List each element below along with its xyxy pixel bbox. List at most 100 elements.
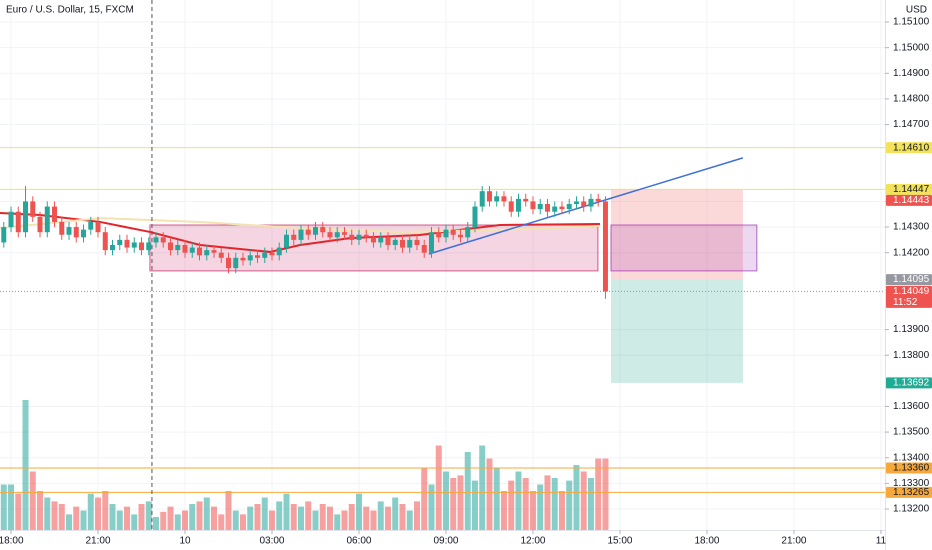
x-tick-label: 21:00 xyxy=(85,536,110,547)
candle-body xyxy=(588,198,594,207)
candle-body xyxy=(305,229,311,235)
volume-bar xyxy=(182,510,189,530)
candle-body xyxy=(73,227,79,238)
candle-body xyxy=(153,237,159,243)
volume-bar xyxy=(80,510,87,530)
volume-bar xyxy=(283,493,290,530)
candle-body xyxy=(486,191,492,202)
volume-bar xyxy=(406,510,413,530)
candle-body xyxy=(566,204,572,210)
candle-body xyxy=(392,239,398,246)
candle-body xyxy=(312,227,318,235)
candle-body xyxy=(501,196,507,202)
volume-bar xyxy=(464,452,471,530)
moving-average xyxy=(0,217,600,233)
price-badge-label: 1.13265 xyxy=(893,487,930,498)
volume-bar xyxy=(435,445,442,530)
y-tick-label: 1.13500 xyxy=(893,427,930,438)
currency-label: USD xyxy=(906,5,927,16)
volume-bar xyxy=(225,491,232,530)
volume-bar xyxy=(73,506,80,530)
volume-bar xyxy=(167,506,174,530)
candle-body xyxy=(182,245,188,253)
volume-bar xyxy=(312,510,319,530)
candle-body xyxy=(602,201,608,292)
price-badge xyxy=(886,486,932,498)
candle-body xyxy=(204,250,210,256)
candle-body xyxy=(211,250,217,253)
candle-body xyxy=(385,237,391,246)
candle-body xyxy=(581,201,587,207)
y-tick-label: 1.13200 xyxy=(893,504,930,515)
volume-bar xyxy=(319,504,326,530)
price-badge xyxy=(886,142,932,154)
volume-bar xyxy=(508,480,515,530)
candle-body xyxy=(240,257,246,261)
volume-bar xyxy=(515,471,522,530)
volume-bar xyxy=(138,504,145,530)
candle-body xyxy=(117,239,123,246)
price-badge-label: 1.14049 xyxy=(893,286,930,297)
candle-body xyxy=(378,237,384,243)
volume-bar xyxy=(377,501,384,530)
candle-body xyxy=(269,252,275,256)
candle-body xyxy=(508,201,514,212)
volume-bar xyxy=(573,465,580,530)
candle-body xyxy=(298,229,304,240)
candle-body xyxy=(168,242,174,251)
volume-bar xyxy=(384,506,391,530)
volume-bar xyxy=(109,504,116,530)
volume-bar xyxy=(334,514,341,530)
volume-bar xyxy=(247,506,254,530)
candle-body xyxy=(59,221,65,235)
volume-bar xyxy=(500,491,507,530)
volume-bar xyxy=(522,478,529,530)
candle-body xyxy=(44,206,50,233)
volume-bar xyxy=(145,501,152,530)
x-tick-label: 06:00 xyxy=(346,536,371,547)
y-tick-label: 1.13400 xyxy=(893,452,930,463)
volume-bar xyxy=(442,471,449,530)
volume-bar xyxy=(450,478,457,530)
candle-body xyxy=(131,242,137,248)
price-badge xyxy=(886,285,932,308)
volume-bar xyxy=(479,445,486,530)
candle-body xyxy=(23,201,29,233)
candle-body xyxy=(414,239,420,246)
candle-body xyxy=(465,227,471,238)
volume-bar xyxy=(529,491,536,530)
candle-body xyxy=(479,191,485,207)
price-badge xyxy=(886,462,932,474)
volume-bar xyxy=(348,504,355,530)
volume-bar xyxy=(22,400,29,530)
candle-body xyxy=(88,221,94,230)
candle-body xyxy=(573,201,579,205)
candle-body xyxy=(595,198,601,202)
volume-bar xyxy=(493,467,500,530)
candle-body xyxy=(233,257,239,269)
volume-bar xyxy=(239,514,246,530)
candle-body xyxy=(8,211,14,228)
candle-body xyxy=(472,206,478,228)
price-badge xyxy=(886,194,932,206)
candle-body xyxy=(15,211,21,233)
candle-body xyxy=(530,201,536,210)
volume-bar xyxy=(341,510,348,530)
x-tick-label: 03:00 xyxy=(259,536,284,547)
candle-body xyxy=(225,257,231,269)
candle-body xyxy=(276,247,282,256)
candle-body xyxy=(146,242,152,251)
candle-body xyxy=(189,247,195,253)
candle-body xyxy=(356,234,362,240)
candle-body xyxy=(124,239,130,248)
volume-bar xyxy=(29,471,36,530)
price-badge-label: 1.13692 xyxy=(893,378,930,389)
candle-body xyxy=(363,234,369,238)
volume-bar xyxy=(51,501,58,530)
candle-body xyxy=(399,239,405,248)
volume-bar xyxy=(102,491,109,530)
chart-title: Euro / U.S. Dollar, 15, FXCM xyxy=(6,5,134,16)
candle-body xyxy=(197,247,203,256)
range-box xyxy=(610,224,758,272)
